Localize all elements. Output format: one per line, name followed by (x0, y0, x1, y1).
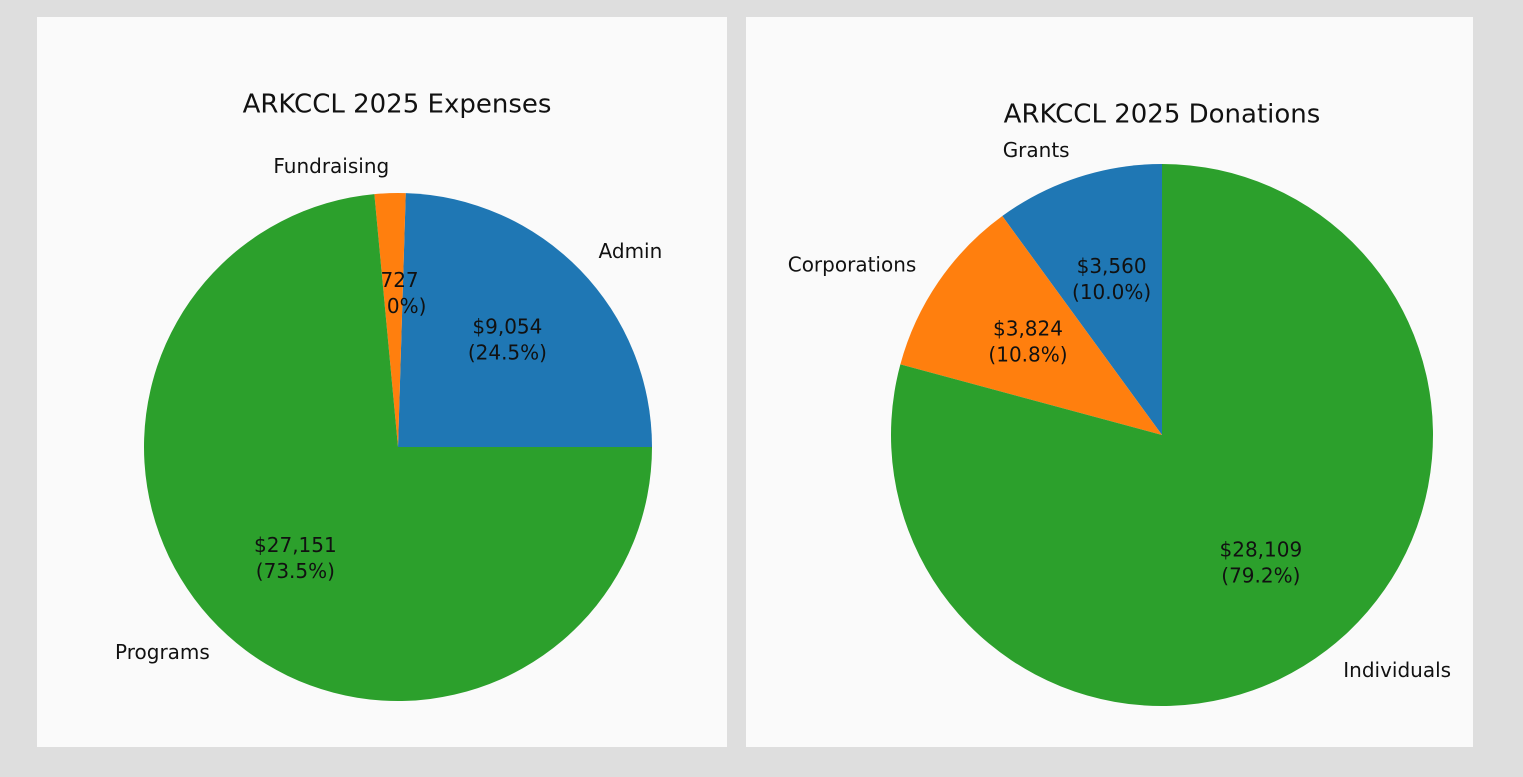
value-label: $9,054 (472, 314, 542, 338)
pie-slice (890, 164, 1434, 707)
value-label: $27,151 (254, 533, 337, 557)
slice-label: Grants (1003, 138, 1070, 162)
value-label: $28,109 (1220, 538, 1303, 562)
pie-slice (1002, 164, 1162, 435)
chart-title: ARKCCL 2025 Donations (1004, 100, 1321, 130)
pie-slice (398, 193, 652, 447)
slice-label: Admin (599, 239, 663, 263)
slice-label: Programs (115, 640, 210, 664)
pie-slice (144, 194, 652, 701)
slice-label: Individuals (1343, 658, 1451, 682)
chart-title: ARKCCL 2025 Expenses (243, 90, 552, 120)
slice-label: Fundraising (273, 154, 389, 178)
percent-label: (10.0%) (1072, 280, 1151, 304)
percent-label: (79.2%) (1221, 564, 1300, 588)
slice-label: Corporations (788, 253, 917, 277)
percent-label: (73.5%) (256, 559, 335, 583)
percent-label: (10.8%) (988, 342, 1067, 366)
value-label: $3,824 (993, 316, 1063, 340)
value-label: $3,560 (1077, 254, 1147, 278)
percent-label: (24.5%) (468, 340, 547, 364)
pie-slice (374, 193, 406, 447)
pie-slice (900, 216, 1162, 435)
